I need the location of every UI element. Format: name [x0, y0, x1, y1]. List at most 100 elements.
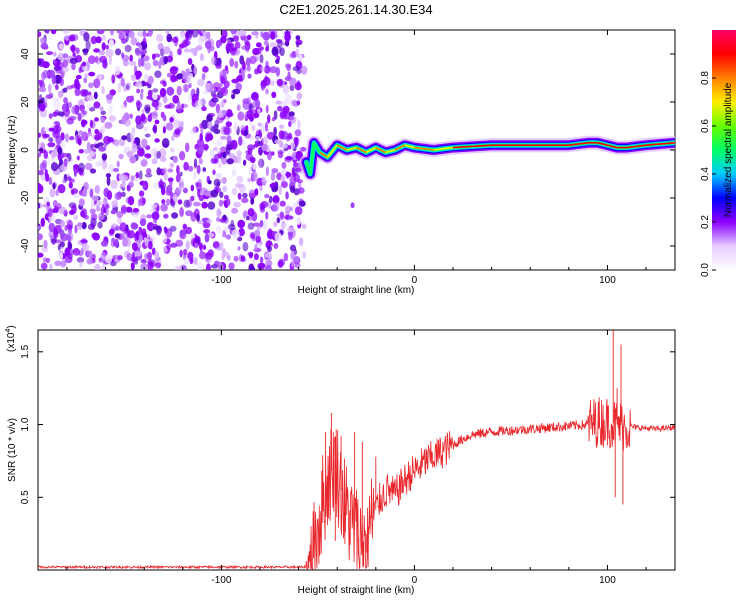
noise-speck [266, 245, 272, 253]
noise-speck [100, 251, 107, 261]
noise-speck [122, 237, 128, 247]
noise-speck [196, 262, 204, 270]
noise-speck [143, 55, 150, 62]
noise-speck [174, 38, 178, 47]
noise-speck [290, 142, 296, 150]
noise-speck [69, 136, 75, 141]
noise-speck [246, 34, 252, 41]
noise-speck [235, 156, 240, 162]
noise-speck [285, 171, 290, 179]
noise-speck [230, 139, 238, 150]
noise-speck [89, 119, 93, 128]
noise-speck [154, 70, 162, 78]
noise-speck [147, 114, 153, 122]
noise-speck [91, 232, 99, 239]
noise-speck [177, 48, 182, 56]
noise-speck [197, 145, 204, 155]
noise-speck [242, 241, 249, 252]
noise-speck [114, 238, 119, 247]
noise-speck [152, 88, 159, 93]
noise-speck [90, 213, 98, 221]
noise-speck [102, 198, 107, 205]
noise-speck [242, 192, 248, 199]
outlier-speck [350, 202, 355, 209]
noise-speck [251, 92, 259, 101]
noise-speck [225, 234, 231, 240]
noise-speck [263, 76, 271, 86]
noise-speck [259, 46, 265, 51]
noise-speck [76, 257, 85, 263]
noise-speck [199, 133, 203, 142]
noise-speck [223, 194, 229, 200]
noise-speck [302, 251, 307, 259]
noise-speck [277, 260, 284, 268]
noise-speck [189, 48, 196, 54]
noise-speck [297, 119, 301, 130]
y-tick-label: -20 [20, 190, 31, 205]
noise-speck [95, 161, 102, 168]
noise-speck [107, 137, 114, 143]
noise-speck [235, 82, 243, 91]
noise-speck [90, 199, 95, 210]
noise-speck [204, 40, 212, 49]
noise-speck [287, 230, 294, 237]
noise-speck [166, 72, 172, 78]
noise-speck [172, 155, 178, 164]
noise-speck [66, 235, 72, 241]
noise-speck [193, 201, 201, 207]
noise-speck [68, 34, 76, 42]
noise-speck [246, 65, 251, 72]
noise-speck [194, 242, 199, 249]
noise-speck [230, 46, 237, 52]
noise-speck [49, 263, 53, 270]
noise-speck [50, 151, 55, 159]
noise-speck [64, 256, 73, 264]
noise-speck [295, 42, 300, 48]
noise-speck [98, 129, 104, 134]
noise-speck [251, 124, 256, 132]
noise-speck [255, 135, 261, 141]
noise-speck [205, 252, 213, 260]
noise-speck [212, 169, 216, 175]
noise-speck [104, 142, 108, 148]
noise-speck [38, 132, 42, 138]
snr-frame [37, 329, 676, 571]
noise-speck [38, 152, 42, 158]
noise-speck [88, 71, 96, 77]
noise-speck [231, 229, 240, 239]
noise-speck [91, 195, 99, 201]
y-tick-label: 0.5 [20, 490, 31, 504]
noise-speck [269, 183, 274, 188]
noise-speck [47, 142, 56, 148]
noise-speck [226, 158, 234, 165]
noise-speck [169, 117, 174, 123]
noise-speck [60, 67, 69, 73]
noise-speck [265, 211, 269, 220]
noise-speck [136, 100, 141, 106]
noise-speck [199, 32, 203, 37]
noise-speck [121, 52, 125, 59]
noise-speck [57, 146, 63, 155]
noise-speck [111, 200, 117, 208]
noise-speck [176, 165, 180, 175]
noise-speck [188, 83, 192, 89]
noise-speck [225, 121, 232, 127]
noise-speck [154, 138, 160, 143]
noise-speck [146, 95, 153, 100]
noise-speck [93, 91, 98, 100]
noise-speck [67, 176, 72, 182]
noise-speck [160, 203, 168, 212]
noise-speck [89, 208, 96, 215]
noise-speck [215, 225, 222, 234]
noise-speck [290, 250, 296, 261]
noise-speck [61, 103, 68, 112]
noise-speck [228, 42, 235, 48]
noise-speck [161, 138, 170, 148]
x-tick-label: 100 [599, 575, 616, 586]
noise-speck [57, 111, 65, 117]
noise-speck [213, 128, 221, 135]
noise-speck [82, 188, 88, 197]
noise-speck [177, 185, 185, 191]
noise-speck [153, 53, 161, 58]
noise-speck [253, 253, 259, 261]
